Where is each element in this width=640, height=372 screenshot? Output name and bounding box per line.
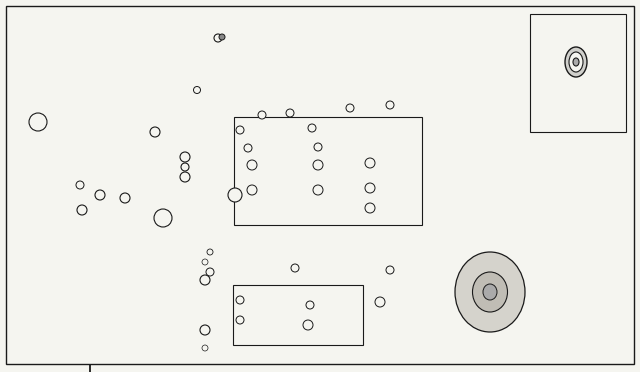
Circle shape [386,266,394,274]
Text: 38557E: 38557E [476,98,505,107]
Text: 38557E: 38557E [476,122,505,131]
Text: 38557E: 38557E [60,222,89,231]
Ellipse shape [573,58,579,66]
Circle shape [365,158,375,168]
Circle shape [206,268,214,276]
Circle shape [313,185,323,195]
Text: 38557N: 38557N [476,110,506,119]
Circle shape [219,34,225,40]
Circle shape [313,160,323,170]
Text: 38594: 38594 [48,178,72,187]
Circle shape [200,325,210,335]
Ellipse shape [569,52,583,72]
Text: 38557N(Z24): 38557N(Z24) [249,60,300,69]
Text: 38597: 38597 [152,90,176,99]
Circle shape [207,249,213,255]
Ellipse shape [472,272,508,312]
Text: 08363-6165G: 08363-6165G [175,218,227,227]
Circle shape [386,101,394,109]
Text: 38591: 38591 [340,310,364,319]
Text: 38557G: 38557G [558,138,591,147]
Text: 38595G: 38595G [352,112,382,121]
Circle shape [154,209,172,227]
Text: 38557E: 38557E [248,34,277,43]
Circle shape [365,183,375,193]
Text: SEE SEC.381: SEE SEC.381 [407,228,455,237]
Text: 38557E: 38557E [430,105,459,114]
Ellipse shape [565,47,587,77]
Text: 38591G: 38591G [300,325,330,334]
Bar [234,117,422,225]
Text: 38595A: 38595A [407,215,436,224]
Text: 38557M: 38557M [60,211,91,220]
Text: 38557N: 38557N [430,118,460,127]
Circle shape [236,126,244,134]
Circle shape [181,163,189,171]
Text: 38591A: 38591A [172,288,202,297]
Text: 38591A: 38591A [172,338,202,347]
Text: 38597A: 38597A [232,196,262,205]
Ellipse shape [435,227,545,357]
Ellipse shape [455,252,525,332]
Text: 38557E: 38557E [141,177,170,186]
Bar [233,285,363,345]
Circle shape [202,345,208,351]
Circle shape [95,190,105,200]
Text: 38591E: 38591E [244,308,273,317]
Text: 38595A: 38595A [420,197,449,206]
Text: A384 100 4: A384 100 4 [582,349,626,358]
Text: 38595F: 38595F [238,208,267,217]
Circle shape [286,109,294,117]
Text: 38557P(VG30): 38557P(VG30) [249,50,305,59]
Text: 38595G: 38595G [286,135,316,144]
Circle shape [236,316,244,324]
Text: 38595A: 38595A [420,168,449,177]
Circle shape [303,320,313,330]
Circle shape [314,143,322,151]
Circle shape [258,111,266,119]
Text: 38597A: 38597A [166,42,195,51]
Circle shape [236,296,244,304]
Text: 38595: 38595 [303,90,327,99]
Circle shape [120,193,130,203]
Circle shape [346,104,354,112]
Bar [530,14,626,132]
Text: 38557: 38557 [282,258,307,267]
Circle shape [200,275,210,285]
Text: 38557E: 38557E [60,200,89,209]
Circle shape [77,205,87,215]
Ellipse shape [483,284,497,300]
Circle shape [375,297,385,307]
Text: 38591E: 38591E [244,320,273,329]
Text: 38557N: 38557N [140,166,170,175]
Circle shape [150,127,160,137]
Circle shape [76,181,84,189]
Circle shape [202,259,208,265]
Text: 38557E: 38557E [260,98,289,107]
Circle shape [247,160,257,170]
Text: 38557E: 38557E [295,303,324,312]
Text: 38595F: 38595F [238,220,267,229]
Circle shape [244,144,252,152]
Text: 38595F: 38595F [310,174,339,183]
Text: 38557E: 38557E [141,155,170,164]
Text: 38591G: 38591G [244,296,274,305]
Circle shape [214,34,222,42]
Text: 08363-6165G: 08363-6165G [55,122,108,131]
Circle shape [29,113,47,131]
Text: S: S [161,215,165,221]
Text: 38557E: 38557E [430,131,459,140]
Circle shape [247,185,257,195]
Circle shape [180,152,190,162]
Text: 38557E: 38557E [282,269,311,278]
Circle shape [308,124,316,132]
Circle shape [306,301,314,309]
Circle shape [180,172,190,182]
Text: S: S [36,119,40,125]
Circle shape [228,188,242,202]
Circle shape [291,264,299,272]
Circle shape [193,87,200,93]
Text: 38595G: 38595G [318,128,348,137]
Circle shape [365,203,375,213]
